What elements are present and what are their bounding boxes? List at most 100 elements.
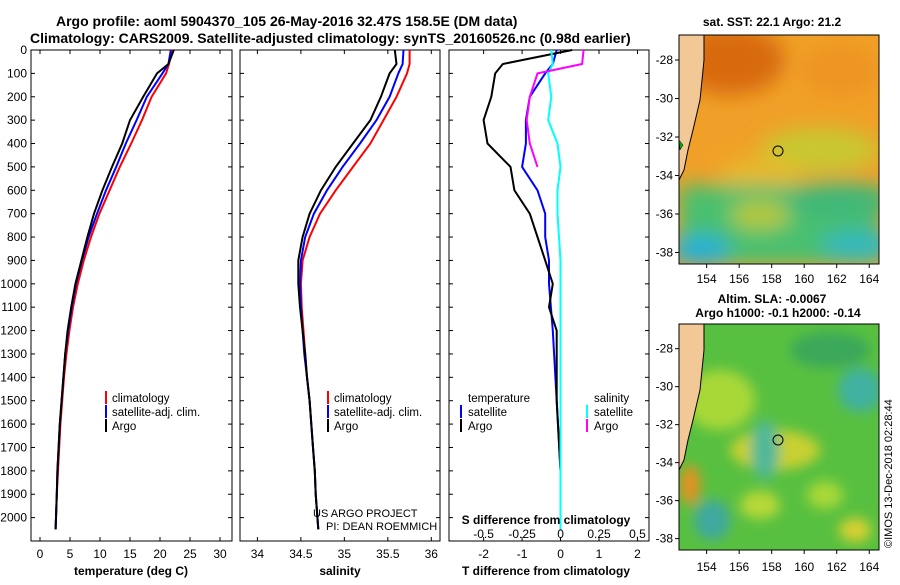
depth-tick-label: 700 <box>7 207 27 221</box>
x-tick-label: 20 <box>153 547 167 561</box>
s-tick-label: 0.5 <box>629 527 646 541</box>
lat-tick-label: -34 <box>656 456 674 470</box>
lon-tick-label: 160 <box>794 560 814 574</box>
legend-satellite: satellite-adj. clim. <box>112 407 200 419</box>
depth-tick-label: 1600 <box>0 417 27 431</box>
series-line <box>521 49 562 530</box>
lon-tick-label: 162 <box>827 560 847 574</box>
t-difference-xlabel: T difference from climatology <box>462 564 630 578</box>
sst-map-frame <box>678 34 880 265</box>
s-tick-label: 0 <box>557 527 564 541</box>
series-line <box>525 49 585 168</box>
x-tick-label: 5 <box>67 547 74 561</box>
lat-tick-label: -28 <box>656 53 674 67</box>
legend-t-argo: Argo <box>468 421 492 433</box>
series-line <box>298 49 405 530</box>
x-tick-label: 35.5 <box>376 547 400 561</box>
sla-field <box>679 324 879 550</box>
depth-axis: 0 100 200 300 400 500 600 700 800 900 1000 1100 1200… <box>0 43 649 525</box>
lon-tick-label: 164 <box>859 272 879 286</box>
temperature-plot: 0 5 10 15 20 25 30 <box>37 49 227 561</box>
depth-tick-label: 1200 <box>0 324 27 338</box>
depth-tick-label: 800 <box>7 230 27 244</box>
s-tick-label: -0.5 <box>473 527 494 541</box>
salinity-panel-frame <box>239 49 441 542</box>
difference-plot: -2 -1 0 1 2 -0.5 -0.25 0 0.25 0.5 <box>473 49 646 561</box>
x-tick-label: -2 <box>478 547 489 561</box>
x-tick-label: -1 <box>517 547 528 561</box>
x-tick-label: 34.5 <box>289 547 313 561</box>
depth-tick-label: 400 <box>7 137 27 151</box>
temperature-panel-frame <box>30 49 233 542</box>
lat-tick-label: -36 <box>656 494 674 508</box>
sst-map-axes: -28 -30 -32 -34 -36 -38 154 156 158 160 162 164 <box>656 53 880 286</box>
lon-tick-label: 154 <box>697 560 717 574</box>
x-tick-label: 30 <box>213 547 227 561</box>
legend-temperature-header: temperature <box>468 393 530 405</box>
pi-credit: PI: DEAN ROEMMICH <box>326 521 437 533</box>
series-line <box>299 50 411 530</box>
depth-tick-label: 2000 <box>0 511 27 525</box>
lon-tick-label: 162 <box>827 272 847 286</box>
depth-tick-label: 500 <box>7 160 27 174</box>
legend-t-satellite: satellite <box>468 407 507 419</box>
sla-map-axes: -28 -30 -32 -34 -36 -38 154 156 158 160 162 164 <box>656 342 880 574</box>
lon-tick-label: 160 <box>794 272 814 286</box>
x-tick-label: 36 <box>425 547 439 561</box>
depth-tick-label: 1900 <box>0 487 27 501</box>
lat-tick-label: -30 <box>656 92 674 106</box>
sst-field <box>679 35 879 264</box>
legend-salinity-header: salinity <box>594 393 629 405</box>
title-line-2: Climatology: CARS2009. Satellite-adjuste… <box>30 30 631 46</box>
legend-satellite: satellite-adj. clim. <box>334 407 422 419</box>
sst-map: sat. SST: 22.1 Argo: 21.2 -28 -30 -32 -34 -3… <box>656 15 880 286</box>
project-credit: US ARGO PROJECT <box>313 508 418 520</box>
temperature-xlabel: temperature (deg C) <box>74 564 188 578</box>
lon-tick-label: 158 <box>762 560 782 574</box>
depth-tick-label: 1000 <box>0 277 27 291</box>
salinity-legend: climatology satellite-adj. clim. Argo <box>327 391 422 433</box>
copyright-footer: ©IMOS 13-Dec-2018 02:28:44 <box>883 399 895 548</box>
depth-tick-label: 900 <box>7 253 27 267</box>
depth-tick-label: 1400 <box>0 370 27 384</box>
series-line <box>482 49 573 530</box>
x-tick-label: 10 <box>93 547 107 561</box>
sla-map-subtitle: Argo h1000: -0.1 h2000: -0.14 <box>695 306 861 320</box>
x-tick-label: 15 <box>123 547 137 561</box>
x-tick-label: 0 <box>557 547 564 561</box>
lat-tick-label: -32 <box>656 130 674 144</box>
legend-climatology: climatology <box>334 393 392 405</box>
series-line <box>54 49 175 530</box>
lat-tick-label: -38 <box>656 532 674 546</box>
legend-climatology: climatology <box>112 393 170 405</box>
lat-tick-label: -30 <box>656 380 674 394</box>
legend-s-argo: Argo <box>594 421 618 433</box>
difference-panel-frame <box>448 49 650 542</box>
sst-map-title: sat. SST: 22.1 Argo: 21.2 <box>703 15 842 29</box>
lat-tick-label: -28 <box>656 342 674 356</box>
sla-map-frame <box>678 323 880 551</box>
depth-tick-label: 300 <box>7 113 27 127</box>
lat-tick-label: -34 <box>656 168 674 182</box>
depth-tick-label: 100 <box>7 66 27 80</box>
lon-tick-label: 156 <box>729 272 749 286</box>
salinity-xlabel: salinity <box>319 564 361 578</box>
depth-tick-label: 1700 <box>0 440 27 454</box>
difference-legend: temperature satellite Argo salinity sate… <box>460 393 633 433</box>
lat-tick-label: -38 <box>656 245 674 259</box>
lon-tick-label: 156 <box>729 560 749 574</box>
x-tick-label: 35 <box>338 547 352 561</box>
s-difference-xlabel: S difference from climatology <box>462 513 631 527</box>
lon-tick-label: 158 <box>762 272 782 286</box>
lon-tick-label: 154 <box>697 272 717 286</box>
depth-tick-label: 1300 <box>0 347 27 361</box>
x-tick-label: 2 <box>634 547 641 561</box>
legend-argo: Argo <box>112 421 136 433</box>
series-line <box>54 49 173 530</box>
series-line <box>547 49 562 530</box>
s-tick-label: -0.25 <box>508 527 536 541</box>
title-line-1: Argo profile: aoml 5904370_105 26-May-20… <box>56 13 517 29</box>
sla-map: Altim. SLA: -0.0067 Argo h1000: -0.1 h20… <box>656 292 880 574</box>
legend-argo: Argo <box>334 421 358 433</box>
